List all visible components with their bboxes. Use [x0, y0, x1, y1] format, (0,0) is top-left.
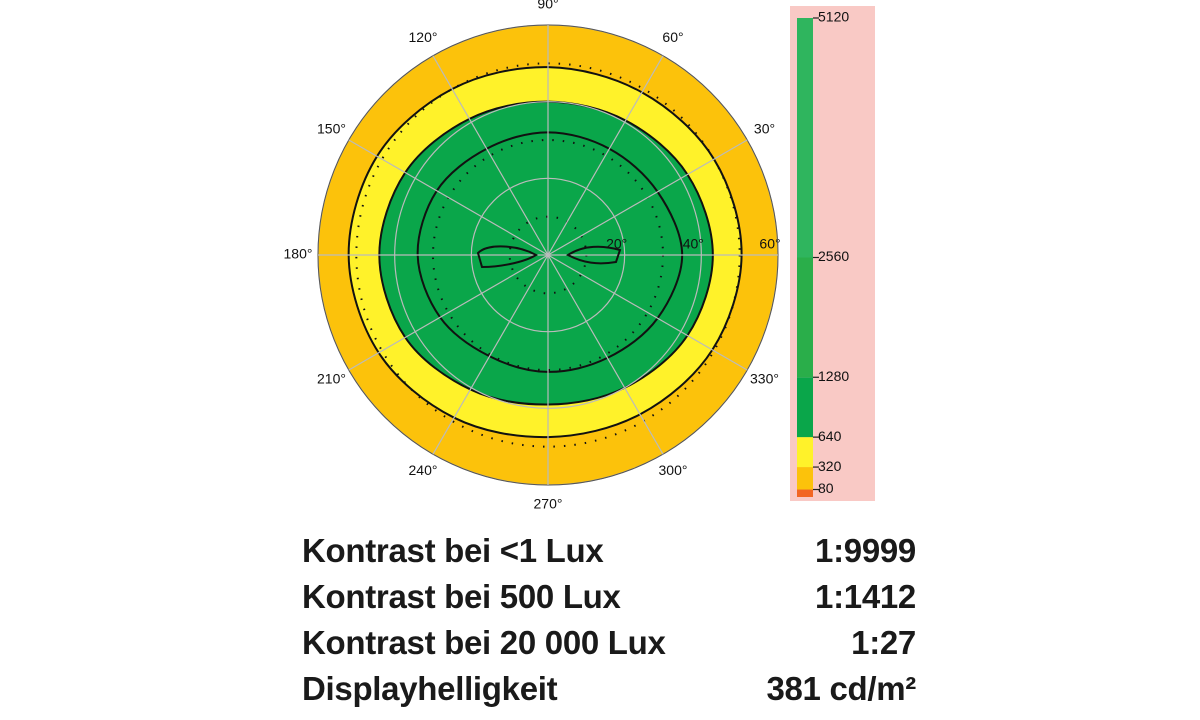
colorbar-label: 5120	[818, 9, 849, 25]
theta-tick-label: 270°	[534, 496, 563, 512]
theta-tick-label: 210°	[317, 371, 346, 387]
colorbar-label: 2560	[818, 248, 849, 264]
theta-tick-label: 240°	[409, 462, 438, 478]
spoke	[348, 139, 549, 256]
colorbar-label: 640	[818, 428, 842, 444]
center-lobe	[476, 245, 538, 269]
colorbar-segment	[797, 467, 813, 490]
chart: 20° 40° 60°30°60°90°120°150°180°210°240°27…	[284, 0, 875, 512]
theta-tick-label: 330°	[750, 371, 779, 387]
r-tick-label: 60°	[759, 236, 780, 252]
row-value: 1:27	[851, 624, 916, 661]
row-value: 381 cd/m²	[766, 670, 916, 707]
spoke	[547, 55, 664, 256]
theta-tick-label: 180°	[284, 246, 313, 262]
spoke	[432, 254, 549, 455]
theta-tick-label: 90°	[537, 0, 558, 12]
colorbar-segment	[797, 18, 813, 258]
colorbar-label: 80	[818, 480, 834, 496]
center-lobe	[566, 245, 622, 265]
spoke	[547, 254, 664, 455]
spoke	[432, 55, 549, 256]
row-label: Kontrast bei <1 Lux	[302, 532, 604, 569]
theta-tick-label: 60°	[662, 29, 683, 45]
table-row: Kontrast bei 500 Lux 1:1412	[302, 578, 916, 616]
row-label: Kontrast bei 500 Lux	[302, 578, 621, 615]
r-tick-label: 40°	[683, 236, 704, 252]
row-label: Displayhelligkeit	[302, 670, 558, 707]
colorbar-segment	[797, 489, 813, 497]
theta-tick-label: 150°	[317, 121, 346, 137]
spoke	[547, 254, 748, 371]
colorbar-label: 1280	[818, 368, 849, 384]
theta-tick-label: 120°	[409, 29, 438, 45]
table-row: Kontrast bei <1 Lux 1:9999	[302, 532, 916, 570]
colorbar-segment	[797, 437, 813, 468]
theta-tick-label: 300°	[659, 462, 688, 478]
table-row: Kontrast bei 20 000 Lux 1:27	[302, 624, 916, 662]
row-label: Kontrast bei 20 000 Lux	[302, 624, 666, 661]
row-value: 1:1412	[815, 578, 916, 615]
theta-tick-label: 30°	[754, 121, 775, 137]
colorbar-segment	[797, 257, 813, 378]
spoke	[547, 139, 748, 256]
spoke	[348, 254, 549, 371]
table-row: Displayhelligkeit 381 cd/m²	[302, 670, 916, 708]
colorbar-segment	[797, 377, 813, 438]
row-value: 1:9999	[815, 532, 916, 569]
colorbar-label: 320	[818, 458, 842, 474]
